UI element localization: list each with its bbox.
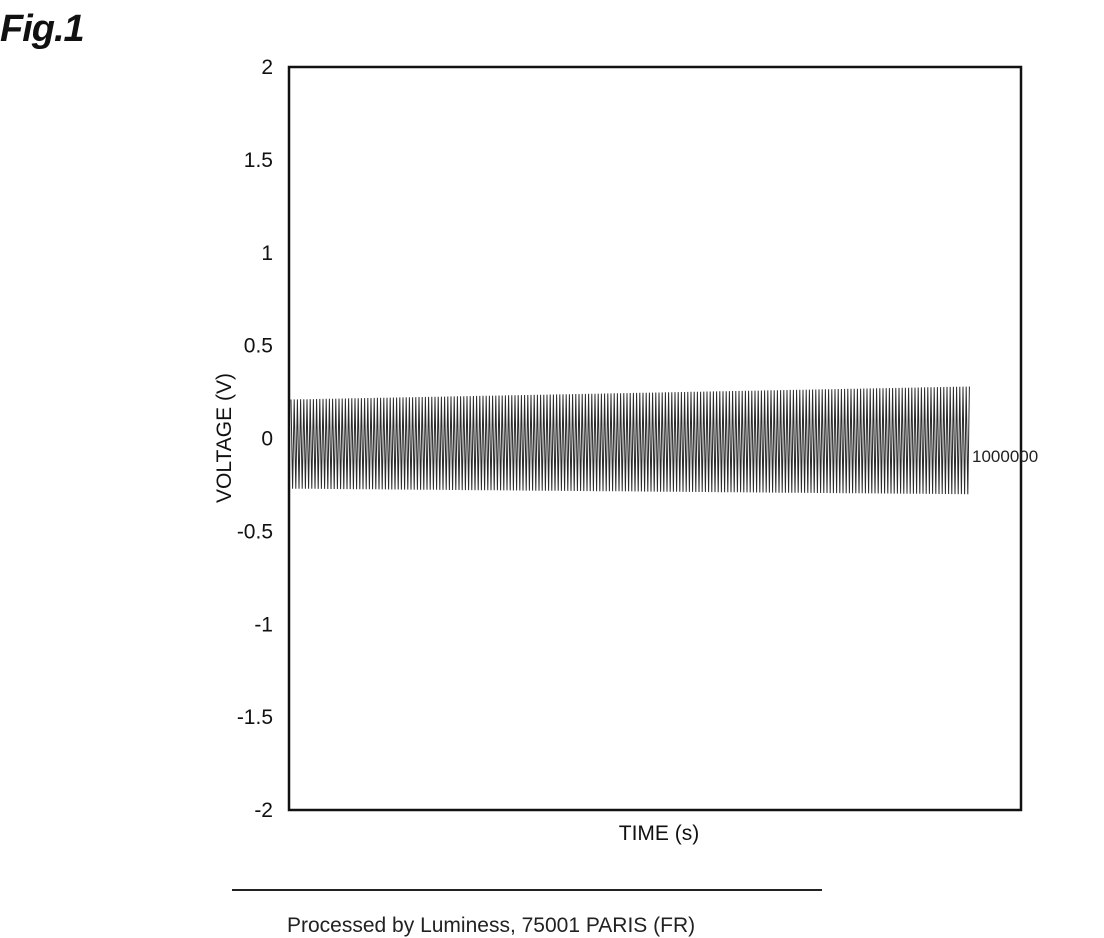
y-tick-label: 2 xyxy=(261,56,273,79)
y-tick-label: -0.5 xyxy=(237,520,273,543)
voltage-time-chart: 2 1.5 1 0.5 0 -0.5 -1 -1.5 -2 1000000 TIME (s) V… xyxy=(0,0,1104,880)
y-axis-label: VOLTAGE (V) xyxy=(213,373,236,503)
waveform-line xyxy=(291,387,969,495)
y-tick-label: -2 xyxy=(254,799,273,822)
y-tick-label: -1.5 xyxy=(237,706,273,729)
y-tick-label: 0.5 xyxy=(244,335,273,358)
waveform-series xyxy=(291,387,969,495)
series-label: 1000000 xyxy=(972,447,1038,466)
y-axis-ticks: 2 1.5 1 0.5 0 -0.5 -1 -1.5 -2 xyxy=(237,56,273,822)
y-tick-label: 0 xyxy=(261,428,273,451)
x-axis-label: TIME (s) xyxy=(619,822,699,845)
y-tick-label: 1.5 xyxy=(244,149,273,172)
y-tick-label: -1 xyxy=(254,613,273,636)
footer-text: Processed by Luminess, 75001 PARIS (FR) xyxy=(287,914,695,938)
y-tick-label: 1 xyxy=(261,242,273,265)
footer-divider xyxy=(232,889,822,891)
